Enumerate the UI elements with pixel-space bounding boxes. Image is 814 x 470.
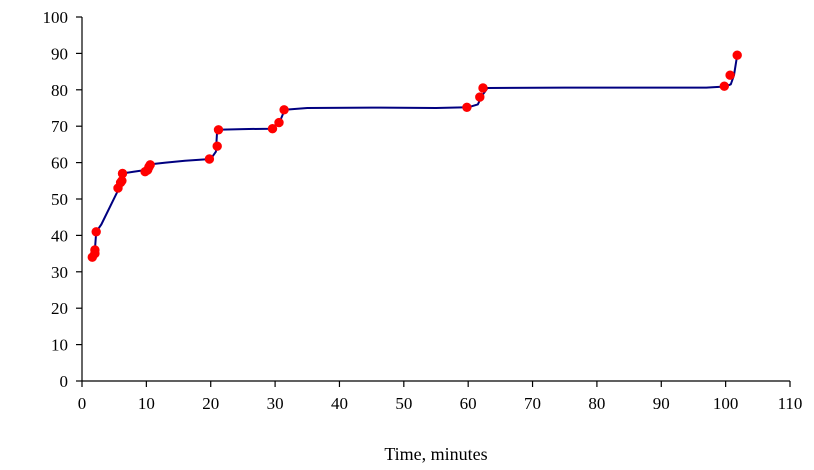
y-tick-label: 0 bbox=[60, 372, 69, 391]
x-tick-label: 70 bbox=[524, 394, 541, 413]
data-point bbox=[725, 70, 735, 80]
data-point bbox=[213, 125, 224, 135]
data-point bbox=[279, 105, 289, 115]
x-tick-label: 0 bbox=[78, 394, 87, 413]
data-point bbox=[90, 245, 100, 255]
x-tick-label: 30 bbox=[267, 394, 284, 413]
data-point bbox=[478, 83, 488, 93]
x-tick-label: 110 bbox=[778, 394, 803, 413]
data-point bbox=[462, 102, 472, 113]
data-point bbox=[719, 81, 729, 91]
series-layer bbox=[93, 54, 739, 251]
y-tick-label: 10 bbox=[51, 336, 68, 355]
y-tick-label: 90 bbox=[51, 44, 68, 63]
x-tick-label: 60 bbox=[460, 394, 477, 413]
x-tick-label: 80 bbox=[588, 394, 605, 413]
x-axis: 0 10 20 30 40 50 60 70 80 90 100 110 bbox=[78, 380, 803, 413]
y-tick-label: 80 bbox=[51, 81, 68, 100]
data-point bbox=[267, 124, 278, 134]
x-axis-label: Time, minutes bbox=[384, 444, 487, 464]
data-point bbox=[145, 160, 155, 170]
y-tick-label: 40 bbox=[51, 226, 68, 245]
y-tick-label: 100 bbox=[43, 8, 69, 27]
data-point bbox=[204, 154, 215, 164]
data-point bbox=[274, 117, 284, 128]
x-tick-label: 100 bbox=[713, 394, 739, 413]
data-point bbox=[732, 50, 742, 60]
y-tick-label: 20 bbox=[51, 299, 68, 318]
data-point bbox=[117, 168, 128, 179]
y-tick-label: 50 bbox=[51, 190, 68, 209]
x-tick-label: 40 bbox=[331, 394, 348, 413]
y-tick-label: 70 bbox=[51, 117, 68, 136]
data-point bbox=[212, 141, 222, 151]
x-tick-label: 50 bbox=[395, 394, 412, 413]
series-line bbox=[93, 54, 739, 251]
x-tick-label: 10 bbox=[138, 394, 155, 413]
data-point bbox=[475, 92, 485, 102]
y-tick-label: 60 bbox=[51, 154, 68, 173]
x-tick-label: 20 bbox=[202, 394, 219, 413]
data-point bbox=[91, 227, 101, 237]
x-tick-label: 90 bbox=[653, 394, 670, 413]
marker-layer bbox=[87, 50, 742, 262]
y-axis: 0 10 20 30 40 50 60 70 80 90 100 bbox=[43, 8, 83, 391]
y-tick-label: 30 bbox=[51, 263, 68, 282]
